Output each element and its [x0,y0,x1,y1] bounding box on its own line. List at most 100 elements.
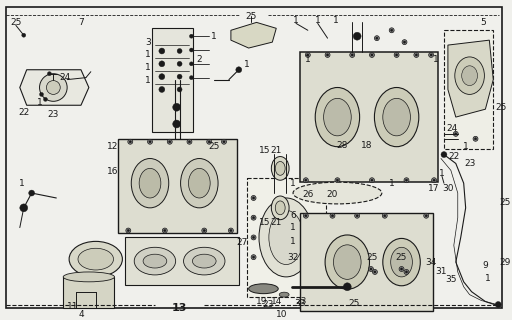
Bar [300,52,438,182]
Ellipse shape [383,98,411,136]
Bar [300,213,433,311]
Circle shape [48,72,51,76]
Ellipse shape [181,158,218,208]
Circle shape [177,49,182,53]
Text: 18: 18 [361,141,373,150]
Circle shape [164,229,166,232]
Circle shape [159,48,165,54]
Circle shape [374,271,376,273]
Circle shape [189,34,194,38]
Circle shape [395,54,398,56]
Polygon shape [231,22,276,48]
Circle shape [39,92,44,96]
Text: 12: 12 [107,142,118,151]
Ellipse shape [275,162,285,175]
Circle shape [305,52,310,57]
Text: 24: 24 [446,124,458,133]
Text: 15: 15 [259,218,270,227]
Text: 20: 20 [327,189,338,198]
Text: 1: 1 [293,16,299,25]
Ellipse shape [383,238,420,286]
Circle shape [251,196,256,200]
Circle shape [251,235,256,240]
Circle shape [29,190,35,196]
Circle shape [425,215,428,217]
Circle shape [251,215,256,220]
Circle shape [147,139,153,144]
Circle shape [430,54,432,56]
Text: 1: 1 [37,98,42,107]
Text: 21: 21 [270,146,282,155]
Ellipse shape [183,247,225,275]
Text: 25: 25 [366,253,378,262]
Circle shape [495,301,501,308]
Circle shape [252,236,254,238]
Ellipse shape [69,241,122,277]
Circle shape [372,269,377,275]
Text: 11: 11 [67,302,79,311]
Text: 27: 27 [236,238,247,247]
Text: 26: 26 [302,189,313,198]
Circle shape [336,179,338,181]
Ellipse shape [134,247,176,275]
Ellipse shape [271,156,289,180]
Ellipse shape [139,168,161,198]
Bar [118,139,237,233]
Circle shape [189,62,194,66]
Circle shape [173,120,181,128]
Circle shape [177,61,182,66]
Circle shape [305,179,307,181]
Circle shape [162,228,167,233]
Text: 25: 25 [10,18,22,27]
Circle shape [351,54,353,56]
Text: 25: 25 [396,253,407,262]
Circle shape [230,229,232,232]
Bar [444,30,493,149]
Text: 1: 1 [305,55,311,64]
Circle shape [399,267,404,271]
Text: 25: 25 [349,299,360,308]
Circle shape [473,136,478,141]
Circle shape [126,228,131,233]
Text: 32: 32 [287,253,298,262]
Text: 15: 15 [259,146,270,155]
Ellipse shape [188,168,210,198]
Circle shape [331,215,334,217]
Circle shape [228,228,233,233]
Circle shape [188,141,190,143]
Ellipse shape [193,254,216,268]
Text: 25: 25 [499,198,511,207]
Text: 14: 14 [270,297,282,306]
Text: 2: 2 [197,55,202,64]
Circle shape [327,54,329,56]
Circle shape [404,269,409,275]
Text: 1: 1 [290,223,296,232]
Text: 1: 1 [433,55,439,64]
Bar [247,178,326,297]
Circle shape [177,74,182,79]
Text: 1: 1 [333,16,338,25]
Circle shape [376,37,378,39]
Circle shape [330,213,335,218]
Circle shape [355,213,359,218]
Text: 23: 23 [295,297,307,306]
Ellipse shape [374,87,419,147]
Bar [152,28,194,132]
Text: 1: 1 [244,60,249,69]
Circle shape [453,132,458,136]
Circle shape [208,141,210,143]
Text: 25: 25 [496,103,507,112]
Text: 1: 1 [315,16,321,25]
Ellipse shape [455,57,484,94]
Ellipse shape [269,210,304,265]
Text: 4: 4 [78,310,84,319]
Bar [125,237,239,285]
Text: 35: 35 [445,275,457,284]
Circle shape [223,141,225,143]
Text: 1: 1 [484,274,490,284]
Circle shape [307,54,309,56]
Circle shape [177,87,182,92]
Circle shape [325,52,330,57]
Circle shape [369,267,373,271]
Ellipse shape [143,254,167,268]
